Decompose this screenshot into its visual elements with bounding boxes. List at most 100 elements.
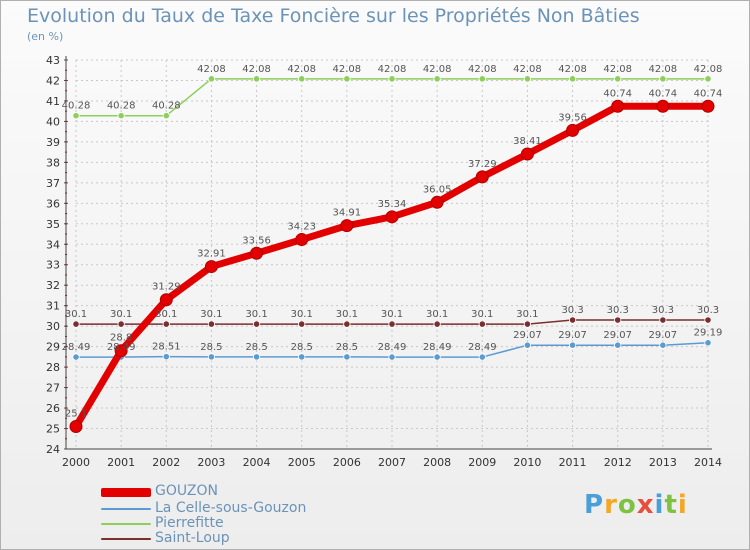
y-tick-label: 35 <box>46 218 60 231</box>
chart-unit: (en %) <box>27 30 64 43</box>
data-point-pierrefitte <box>388 75 396 83</box>
data-point-la-celle-sous-gouzon <box>614 341 622 349</box>
data-point-saint-loup <box>568 316 577 324</box>
data-point-la-celle-sous-gouzon <box>162 353 170 361</box>
data-point-la-celle-sous-gouzon <box>523 341 532 349</box>
data-label-pierrefitte: 42.08 <box>649 64 678 75</box>
data-label-pierrefitte: 42.08 <box>513 64 542 75</box>
data-label-pierrefitte: 42.08 <box>468 64 497 75</box>
data-label-gouzon: 34.91 <box>333 208 362 219</box>
data-label-pierrefitte: 42.08 <box>242 64 271 75</box>
y-tick-label: 36 <box>46 197 60 210</box>
data-point-la-celle-sous-gouzon <box>568 341 577 349</box>
data-label-la-celle-sous-gouzon: 29.19 <box>694 328 723 339</box>
x-tick-label: 2001 <box>107 456 135 469</box>
data-label-la-celle-sous-gouzon: 28.5 <box>200 342 222 353</box>
legend-label-gouzon: GOUZON <box>155 483 218 499</box>
data-point-pierrefitte <box>478 75 486 83</box>
data-label-gouzon: 25.1 <box>65 408 87 419</box>
logo-letter: i <box>654 490 665 520</box>
x-tick-label: 2013 <box>649 456 677 469</box>
data-point-la-celle-sous-gouzon <box>388 353 396 361</box>
data-point-gouzon <box>69 419 83 433</box>
data-point-gouzon <box>430 195 444 209</box>
data-point-saint-loup <box>388 320 396 328</box>
data-label-pierrefitte: 42.08 <box>378 64 407 75</box>
data-point-saint-loup <box>478 320 486 328</box>
data-label-saint-loup: 30.1 <box>245 309 267 320</box>
data-label-gouzon: 37.29 <box>468 159 497 170</box>
x-tick-label: 2002 <box>152 456 180 469</box>
data-label-saint-loup: 30.1 <box>381 309 403 320</box>
data-point-la-celle-sous-gouzon <box>72 353 80 361</box>
x-tick-label: 2006 <box>333 456 361 469</box>
x-tick-label: 2000 <box>62 456 90 469</box>
data-point-pierrefitte <box>614 75 622 83</box>
data-label-gouzon: 38.41 <box>513 136 542 147</box>
data-point-gouzon <box>701 99 715 113</box>
data-label-gouzon: 31.29 <box>152 282 181 293</box>
logo-letter: P <box>584 490 605 520</box>
data-point-gouzon <box>204 260 218 274</box>
legend-swatch-la-celle-sous-gouzon <box>101 508 151 510</box>
x-tick-label: 2005 <box>288 456 316 469</box>
grid-layer <box>75 59 709 450</box>
data-point-pierrefitte <box>704 75 712 83</box>
data-label-pierrefitte: 40.28 <box>62 101 91 112</box>
chart-title: Evolution du Taux de Taxe Foncière sur l… <box>27 5 640 27</box>
data-label-pierrefitte: 42.08 <box>333 64 362 75</box>
data-label-saint-loup: 30.1 <box>471 309 493 320</box>
data-label-pierrefitte: 42.08 <box>423 64 452 75</box>
data-point-gouzon <box>385 210 399 224</box>
data-point-pierrefitte <box>433 75 441 83</box>
data-label-la-celle-sous-gouzon: 28.49 <box>423 342 452 353</box>
data-label-saint-loup: 30.1 <box>336 309 358 320</box>
data-label-gouzon: 28.8 <box>110 333 132 344</box>
data-label-pierrefitte: 42.08 <box>558 64 587 75</box>
data-label-pierrefitte: 40.28 <box>107 101 136 112</box>
data-label-la-celle-sous-gouzon: 28.5 <box>291 342 313 353</box>
x-tick-label: 2012 <box>604 456 632 469</box>
data-point-la-celle-sous-gouzon <box>659 341 667 349</box>
data-point-gouzon <box>475 170 489 184</box>
data-point-saint-loup <box>523 320 532 328</box>
data-point-saint-loup <box>614 316 622 324</box>
legend-label-pierrefitte: Pierrefitte <box>155 515 224 531</box>
data-label-la-celle-sous-gouzon: 28.49 <box>107 342 136 353</box>
y-tick-label: 32 <box>46 279 60 292</box>
data-point-pierrefitte <box>298 75 306 83</box>
y-tick-label: 30 <box>46 320 60 333</box>
y-tick-label: 25 <box>46 423 60 436</box>
data-point-pierrefitte <box>523 75 532 83</box>
data-point-gouzon <box>295 233 309 247</box>
y-tick-label: 28 <box>46 361 60 374</box>
x-tick-label: 2008 <box>423 456 451 469</box>
x-tick-label: 2003 <box>197 456 225 469</box>
data-point-saint-loup <box>252 320 261 328</box>
data-label-pierrefitte: 42.08 <box>287 64 316 75</box>
legend-swatch-saint-loup <box>101 538 151 540</box>
data-point-gouzon <box>566 123 580 137</box>
data-label-saint-loup: 30.3 <box>561 305 583 316</box>
y-tick-label: 43 <box>46 54 60 67</box>
data-point-la-celle-sous-gouzon <box>207 353 216 361</box>
data-point-pierrefitte <box>207 75 216 83</box>
data-point-gouzon <box>520 147 534 161</box>
data-point-la-celle-sous-gouzon <box>298 353 306 361</box>
data-label-gouzon: 33.56 <box>242 235 271 246</box>
axis-layer: 24 25 26 27 28 29 30 31 32 33 34 35 36 37 38 39 40 41 42 43… <box>46 54 722 469</box>
x-tick-label: 2011 <box>559 456 587 469</box>
data-label-saint-loup: 30.1 <box>65 309 87 320</box>
data-label-pierrefitte: 42.08 <box>197 64 226 75</box>
y-tick-label: 27 <box>46 382 60 395</box>
x-tick-label: 2007 <box>378 456 406 469</box>
data-label-pierrefitte: 40.28 <box>152 101 181 112</box>
data-label-gouzon: 40.74 <box>694 88 723 99</box>
data-point-la-celle-sous-gouzon <box>252 353 261 361</box>
data-label-la-celle-sous-gouzon: 28.5 <box>336 342 358 353</box>
legend-swatch-gouzon <box>101 488 151 497</box>
y-tick-label: 26 <box>46 402 60 415</box>
x-tick-label: 2009 <box>468 456 496 469</box>
y-tick-label: 40 <box>46 115 60 128</box>
x-tick-label: 2004 <box>243 456 271 469</box>
